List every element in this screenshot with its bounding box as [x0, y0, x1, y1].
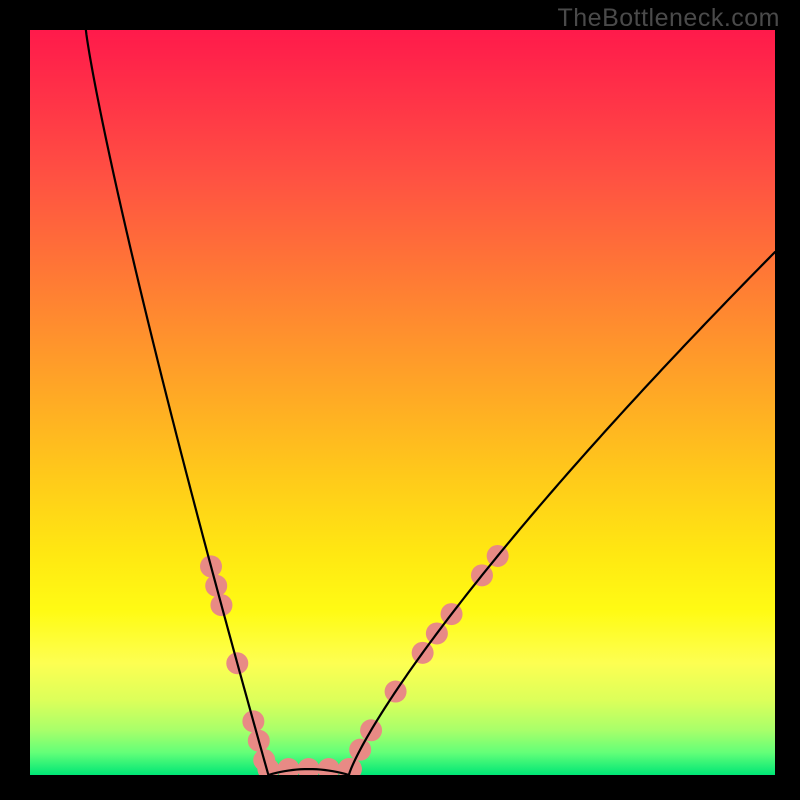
plot-area	[30, 30, 775, 775]
bottleneck-curve	[86, 30, 775, 775]
chart-container: { "canvas": { "width": 800, "height": 80…	[0, 0, 800, 800]
curves-layer	[30, 30, 775, 775]
watermark-text: TheBottleneck.com	[558, 4, 781, 33]
salmon-dot-band	[200, 545, 509, 775]
